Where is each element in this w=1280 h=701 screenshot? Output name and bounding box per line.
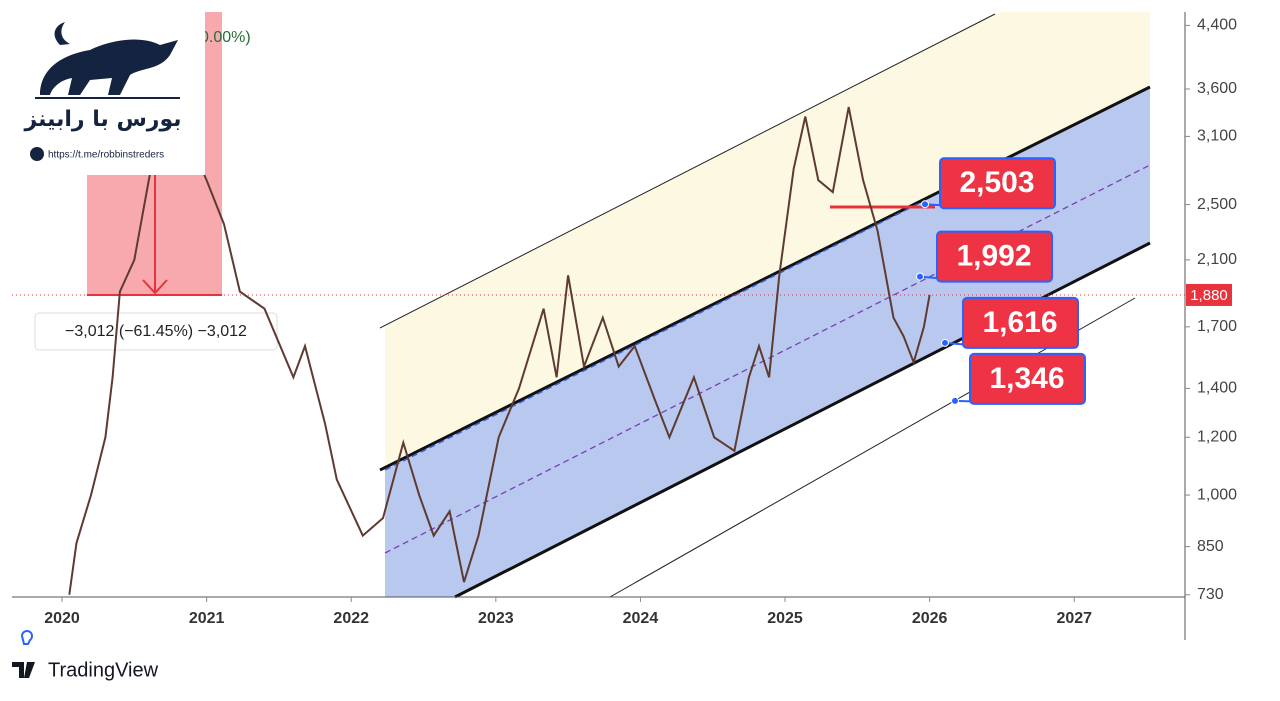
- level-box: [962, 296, 1079, 349]
- x-tick-label: 2025: [767, 610, 803, 627]
- logo-bull: [40, 22, 178, 95]
- x-tick-label: 2022: [333, 610, 369, 627]
- y-tick-label: 2,500: [1197, 196, 1237, 213]
- y-tick-label: 3,600: [1197, 80, 1237, 97]
- channel-mid: [384, 164, 1151, 554]
- tv-logo: [12, 662, 35, 678]
- last-price-tag: [1186, 283, 1232, 306]
- level-label: 1,616: [982, 306, 1057, 339]
- y-tick-label: 1,700: [1197, 318, 1237, 335]
- y-tick-label: 4,400: [1197, 17, 1237, 34]
- y-tick-label: 1,200: [1197, 428, 1237, 445]
- x-tick-label: 2023: [478, 610, 514, 627]
- bulb-icon: [20, 630, 33, 645]
- y-tick-label: 1,400: [1197, 380, 1237, 397]
- last-price-label: 1,880: [1190, 287, 1228, 304]
- channel-top: [379, 13, 996, 329]
- measure-label-box: [34, 312, 278, 351]
- level-label: 1,346: [989, 362, 1064, 395]
- upper-zone: [385, 12, 1150, 467]
- y-tick-label: 730: [1197, 586, 1224, 603]
- level-point: [921, 200, 929, 209]
- level-point: [941, 338, 949, 347]
- y-tick-label: 2,100: [1197, 251, 1237, 268]
- x-tick-label: 2021: [189, 610, 225, 627]
- y-tick-label: 3,100: [1197, 128, 1237, 145]
- level-point: [916, 272, 924, 281]
- level-box: [969, 352, 1086, 405]
- measure-top-label: 0.00%): [200, 29, 251, 46]
- level-box: [936, 230, 1053, 283]
- level-point: [951, 396, 959, 405]
- channel-upper: [379, 85, 1151, 472]
- x-tick-label: 2024: [623, 610, 659, 627]
- y-tick-label: 850: [1197, 538, 1224, 555]
- x-tick-label: 2026: [912, 610, 948, 627]
- measure-arrow-head: [142, 279, 168, 295]
- x-tick-label: 2020: [44, 610, 80, 627]
- brand: TradingView: [48, 659, 159, 681]
- channel-zone: [385, 87, 1150, 597]
- level-box: [939, 157, 1056, 210]
- y-tick-label: 1,000: [1197, 486, 1237, 503]
- logo-link[interactable]: https://t.me/robbinstreders: [48, 150, 164, 161]
- logo-box: [0, 0, 205, 175]
- logo-title: بورس با رابینز: [23, 107, 181, 132]
- x-tick-label: 2027: [1056, 610, 1092, 627]
- telegram-icon: [30, 147, 44, 161]
- level-label: 2,503: [959, 166, 1034, 199]
- measure-label: −3,012 (−61.45%) −3,012: [65, 323, 247, 340]
- level-label: 1,992: [956, 240, 1031, 273]
